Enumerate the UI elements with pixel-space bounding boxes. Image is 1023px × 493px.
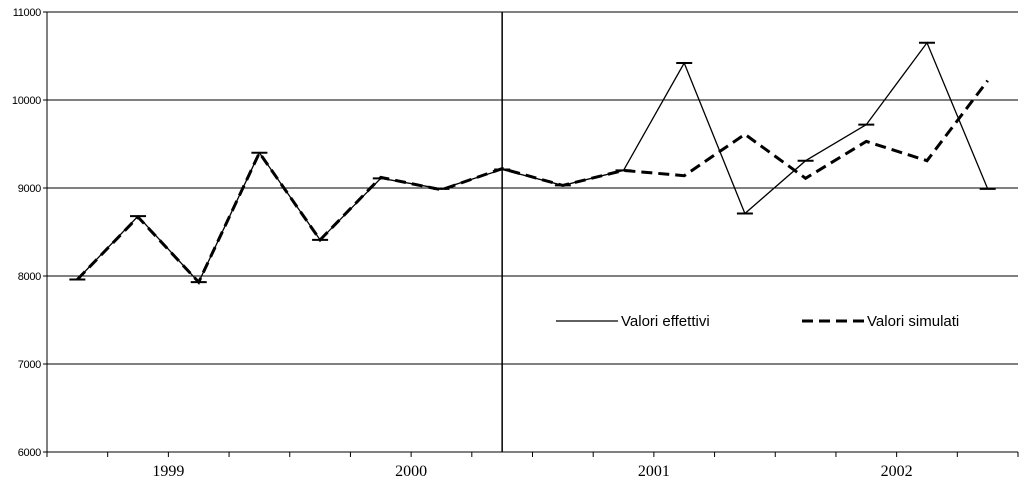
- y-tick-label-8000: 8000: [18, 271, 41, 283]
- legend-label-valori-simulati: Valori simulati: [867, 313, 959, 330]
- series-lines: [69, 41, 996, 285]
- gridlines: [47, 11, 1018, 365]
- x-tick-label-2000: 2000: [395, 463, 427, 480]
- y-tick-label-11000: 11000: [13, 7, 41, 19]
- x-tick-label-2001: 2001: [638, 463, 670, 480]
- axes: [43, 11, 1019, 457]
- legend-label-valori-effettivi: Valori effettivi: [621, 313, 710, 330]
- y-tick-label-10000: 10000: [12, 95, 41, 107]
- y-tick-label-9000: 9000: [18, 183, 41, 195]
- y-tick-label-7000: 7000: [18, 359, 41, 371]
- series-line-valori-simulati: [76, 79, 989, 285]
- x-tick-label-1999: 1999: [152, 463, 184, 480]
- x-tick-label-2002: 2002: [881, 463, 913, 480]
- legend: Valori effettivi Valori simulati: [556, 313, 959, 330]
- series-line-valori-effettivi: [76, 41, 989, 284]
- y-tick-labels: 6000 7000 8000 9000 10000 11000: [12, 7, 42, 459]
- x-tick-labels: 1999 2000 2001 2002: [152, 463, 912, 480]
- y-tick-label-6000: 6000: [18, 447, 41, 459]
